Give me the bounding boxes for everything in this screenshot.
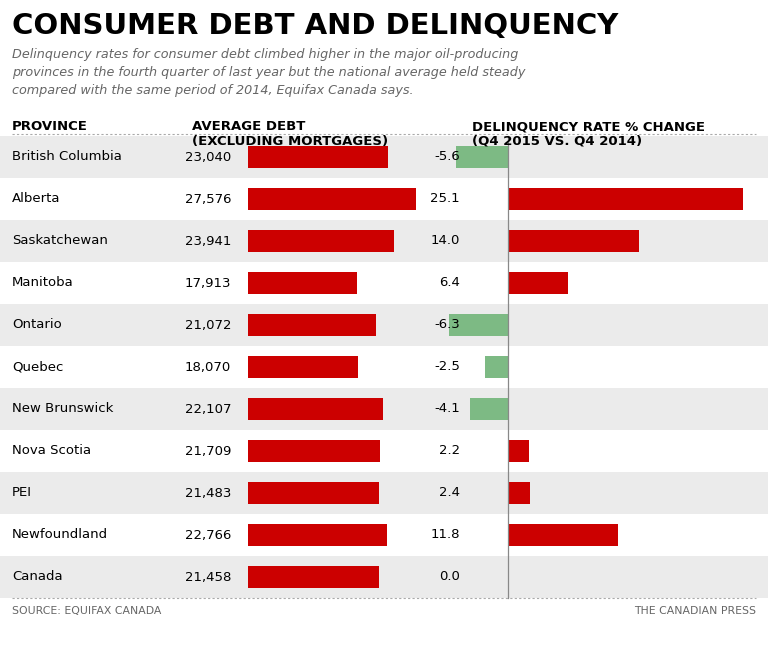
Text: -2.5: -2.5	[434, 361, 460, 373]
Text: Delinquency rates for consumer debt climbed higher in the major oil-producing
pr: Delinquency rates for consumer debt clim…	[12, 48, 525, 97]
Bar	[248, 230, 394, 252]
Text: AVERAGE DEBT
(EXCLUDING MORTGAGES): AVERAGE DEBT (EXCLUDING MORTGAGES)	[192, 120, 388, 148]
Bar	[248, 146, 389, 168]
Bar	[0, 136, 768, 178]
Text: 23,941: 23,941	[185, 234, 231, 247]
Text: 11.8: 11.8	[431, 529, 460, 541]
Bar	[0, 346, 768, 388]
Text: Newfoundland: Newfoundland	[12, 529, 108, 541]
Bar	[248, 566, 379, 588]
Bar	[508, 272, 568, 294]
Text: 2.4: 2.4	[439, 487, 460, 499]
Bar	[508, 482, 531, 504]
Text: New Brunswick: New Brunswick	[12, 403, 114, 415]
Bar	[248, 524, 387, 546]
Bar	[0, 514, 768, 556]
Bar	[0, 556, 768, 598]
Text: PROVINCE: PROVINCE	[12, 120, 88, 133]
Bar	[248, 188, 416, 210]
Text: 25.1: 25.1	[430, 192, 460, 205]
Text: 21,709: 21,709	[185, 445, 231, 457]
Bar	[0, 304, 768, 346]
Text: 0.0: 0.0	[439, 571, 460, 583]
Text: PEI: PEI	[12, 487, 32, 499]
Bar	[508, 524, 618, 546]
Text: 21,483: 21,483	[185, 487, 231, 499]
Text: 6.4: 6.4	[439, 276, 460, 289]
Bar	[449, 314, 508, 336]
Text: Ontario: Ontario	[12, 319, 61, 331]
Text: Nova Scotia: Nova Scotia	[12, 445, 91, 457]
Text: 22,766: 22,766	[185, 529, 231, 541]
Text: Alberta: Alberta	[12, 192, 61, 205]
Text: 22,107: 22,107	[185, 403, 231, 415]
Bar	[508, 230, 639, 252]
Text: -4.1: -4.1	[434, 403, 460, 415]
Bar	[0, 430, 768, 472]
Bar	[248, 356, 358, 378]
Text: British Columbia: British Columbia	[12, 150, 122, 163]
Text: -5.6: -5.6	[434, 150, 460, 163]
Text: Manitoba: Manitoba	[12, 276, 74, 289]
Text: 23,040: 23,040	[185, 150, 231, 163]
Bar	[508, 440, 528, 462]
Text: 27,576: 27,576	[185, 192, 231, 205]
Bar	[248, 440, 380, 462]
Bar	[248, 398, 382, 420]
Bar	[469, 398, 508, 420]
Bar	[0, 220, 768, 262]
Text: 18,070: 18,070	[185, 361, 231, 373]
Text: -6.3: -6.3	[434, 319, 460, 331]
Text: Quebec: Quebec	[12, 361, 64, 373]
Text: CONSUMER DEBT AND DELINQUENCY: CONSUMER DEBT AND DELINQUENCY	[12, 12, 618, 40]
Bar	[248, 314, 376, 336]
Bar	[455, 146, 508, 168]
Text: 14.0: 14.0	[431, 234, 460, 247]
Bar	[0, 178, 768, 220]
Bar	[248, 272, 357, 294]
Text: SOURCE: EQUIFAX CANADA: SOURCE: EQUIFAX CANADA	[12, 606, 161, 616]
Bar	[0, 472, 768, 514]
Text: Canada: Canada	[12, 571, 63, 583]
Text: 21,458: 21,458	[185, 571, 231, 583]
Bar	[508, 188, 743, 210]
Text: THE CANADIAN PRESS: THE CANADIAN PRESS	[634, 606, 756, 616]
Text: 21,072: 21,072	[185, 319, 231, 331]
Text: Saskatchewan: Saskatchewan	[12, 234, 108, 247]
Text: DELINQUENCY RATE % CHANGE
(Q4 2015 VS. Q4 2014): DELINQUENCY RATE % CHANGE (Q4 2015 VS. Q…	[472, 120, 705, 148]
Bar	[0, 388, 768, 430]
Bar	[248, 482, 379, 504]
Text: 17,913: 17,913	[185, 276, 231, 289]
Bar	[0, 262, 768, 304]
Bar	[485, 356, 508, 378]
Text: 2.2: 2.2	[439, 445, 460, 457]
